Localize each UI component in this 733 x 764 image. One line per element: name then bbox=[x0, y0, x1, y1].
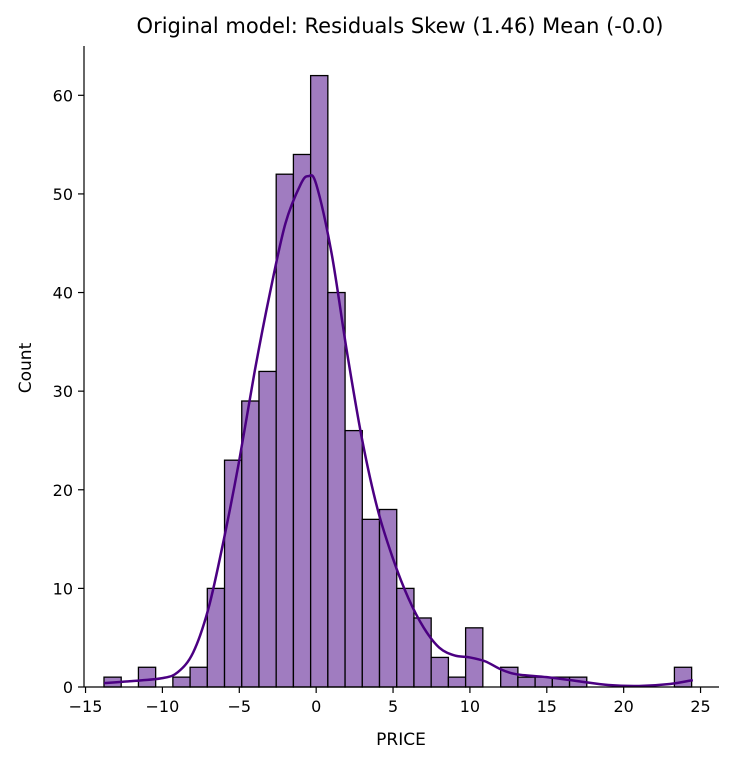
histogram-bar bbox=[327, 291, 346, 688]
histogram-bar bbox=[292, 153, 312, 688]
histogram-bar bbox=[189, 666, 208, 688]
x-tick-label: −10 bbox=[146, 697, 180, 716]
x-tick-label: 15 bbox=[537, 697, 557, 716]
chart-title: Original model: Residuals Skew (1.46) Me… bbox=[137, 14, 664, 38]
y-axis-ticks: 0 10 20 30 40 50 60 bbox=[53, 86, 84, 697]
histogram-bar bbox=[172, 676, 191, 688]
histogram-bar bbox=[137, 666, 157, 688]
histogram-bar bbox=[241, 400, 260, 688]
y-axis-label: Count bbox=[16, 342, 36, 393]
histogram-bars bbox=[103, 74, 693, 688]
y-tick-label: 40 bbox=[53, 284, 73, 303]
y-tick-label: 10 bbox=[53, 579, 73, 598]
y-tick-label: 20 bbox=[53, 481, 73, 500]
y-tick-label: 50 bbox=[53, 185, 73, 204]
y-tick-label: 0 bbox=[63, 678, 73, 697]
x-tick-label: 0 bbox=[311, 697, 321, 716]
x-tick-label: −15 bbox=[69, 697, 103, 716]
histogram-bar bbox=[309, 74, 329, 688]
histogram-bar bbox=[517, 676, 536, 688]
x-tick-label: −5 bbox=[227, 697, 251, 716]
histogram-bar bbox=[378, 508, 398, 688]
histogram-bar bbox=[258, 370, 277, 688]
x-axis-ticks: −15 −10 −5 0 5 10 15 20 25 bbox=[69, 687, 711, 716]
x-tick-label: 25 bbox=[690, 697, 710, 716]
histogram-bar bbox=[344, 429, 363, 688]
kde-curve bbox=[103, 174, 694, 688]
y-tick-label: 60 bbox=[53, 86, 73, 105]
histogram-bar bbox=[447, 676, 467, 688]
histogram-bar bbox=[430, 656, 450, 688]
x-tick-label: 20 bbox=[613, 697, 633, 716]
histogram-bar bbox=[413, 617, 432, 688]
x-tick-label: 10 bbox=[460, 697, 480, 716]
histogram-bar bbox=[361, 518, 381, 688]
x-axis-label: PRICE bbox=[376, 730, 426, 750]
x-tick-label: 5 bbox=[388, 697, 398, 716]
y-tick-label: 30 bbox=[53, 382, 73, 401]
